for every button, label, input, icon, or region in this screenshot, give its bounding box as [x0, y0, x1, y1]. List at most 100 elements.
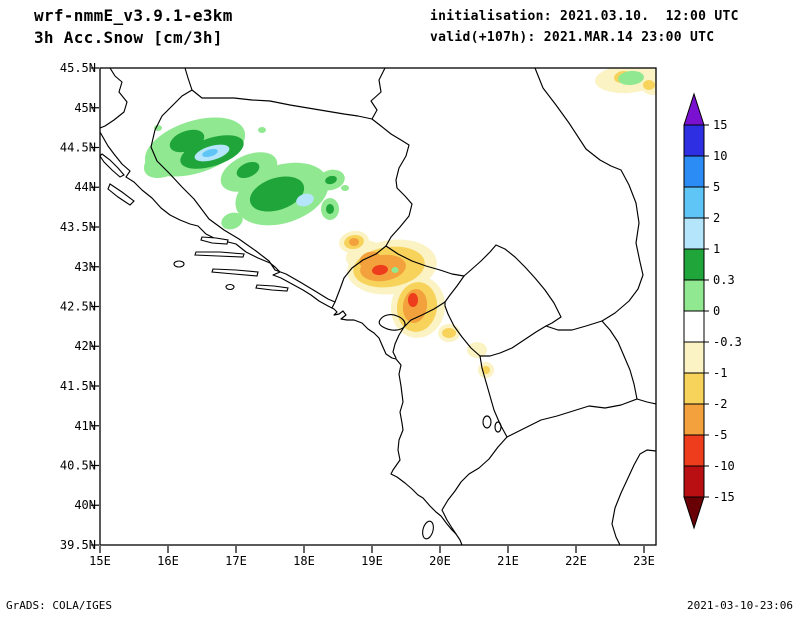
shade-yellow [482, 366, 490, 374]
y-tick-label: 42N [74, 339, 96, 353]
shade-dark-green [236, 161, 260, 179]
y-tick-label: 45.5N [60, 61, 96, 75]
legend-tick-label: -2 [713, 397, 727, 411]
border-macedonia-greece [506, 398, 638, 438]
shade-orange [349, 238, 359, 246]
shade-deep-orange [408, 293, 418, 307]
shade-cream [467, 342, 487, 358]
plot-timestamp: 2021-03-10-23:06 [687, 599, 793, 612]
legend-colorbar [683, 92, 709, 530]
island-corfu [422, 520, 434, 540]
y-tick-label: 41N [74, 419, 96, 433]
legend-swatch [683, 434, 705, 467]
plot-area [100, 68, 656, 545]
border-sava [191, 89, 373, 120]
y-axis-labels: 45.5N 45N 44.5N 44N 43.5N 43N 42.5N 42N … [60, 61, 96, 552]
product-title: 3h Acc.Snow [cm/3h] [34, 28, 223, 47]
shade-dark-green [249, 176, 305, 212]
x-tick-label: 20E [429, 554, 451, 568]
legend-labels: 15 10 5 2 1 0.3 0 -0.3 -1 -2 -5 -10 -15 [713, 118, 742, 504]
legend-swatch [683, 248, 705, 281]
border-macedonia-bulgaria [601, 320, 638, 400]
x-tick-label: 18E [293, 554, 315, 568]
island-outline [211, 268, 259, 277]
island-outline [194, 251, 245, 258]
valid-time-label: valid(+107h): 2021.MAR.14 23:00 UTC [430, 30, 715, 45]
y-tick-label: 44N [74, 180, 96, 194]
legend-tick-label: -1 [713, 366, 727, 380]
shade-light-blue [296, 193, 314, 207]
border-bulgaria-greece [636, 398, 656, 405]
greece-aegean-coast [611, 449, 656, 545]
shade-dark-green [169, 129, 205, 153]
x-tick-label: 23E [633, 554, 655, 568]
model-name: wrf-nmmE_v3.9.1-e3km [34, 6, 233, 25]
snow-shade-positive [143, 70, 644, 273]
border-croatia-serbia-danube [370, 68, 386, 120]
y-tick-label: 43.5N [60, 220, 96, 234]
shade-deep-orange [372, 264, 388, 276]
border-albania-greece [441, 436, 508, 535]
init-time-label: initialisation: 2021.03.10. 12:00 UTC [430, 9, 739, 24]
shade-yellow [643, 80, 655, 90]
x-tick-label: 22E [565, 554, 587, 568]
island-outline [100, 153, 125, 178]
shade-yellow [442, 328, 456, 338]
legend-tick-label: -10 [713, 459, 735, 473]
legend-tick-label: 1 [713, 242, 720, 256]
snow-shade-negative [339, 68, 656, 378]
legend-swatch [683, 465, 705, 498]
island-outline [107, 183, 135, 206]
y-tick-label: 45N [74, 101, 96, 115]
x-tick-label: 19E [361, 554, 383, 568]
island-outline [255, 284, 289, 292]
legend-tick-label: 2 [713, 211, 720, 225]
x-tick-label: 15E [89, 554, 111, 568]
legend-swatch [683, 186, 705, 219]
legend-swatch [683, 124, 705, 157]
legend-tick-label: 0 [713, 304, 720, 318]
border-serbia-romania-bulgaria [534, 68, 644, 322]
island-outline [200, 236, 229, 245]
legend-swatch [683, 341, 705, 374]
y-tick-label: 43N [74, 260, 96, 274]
legend-swatch [683, 279, 705, 312]
island-outline [173, 260, 185, 268]
shade-blue [202, 148, 218, 158]
border-slovenia-croatia [100, 68, 128, 129]
legend-swatch [683, 372, 705, 405]
legend-swatch [683, 403, 705, 436]
border-serbia-macedonia [545, 320, 603, 331]
plot-frame [99, 67, 657, 546]
border-macedonia-albania [479, 355, 508, 438]
island-outline [225, 283, 235, 291]
legend-swatch [683, 155, 705, 188]
border-montenegro-albania [392, 301, 446, 359]
legend-tick-label: 5 [713, 180, 720, 194]
legend-tick-label: 10 [713, 149, 727, 163]
y-tick-label: 41.5N [60, 379, 96, 393]
legend-tick-label: 0.3 [713, 273, 735, 287]
shade-light-green [391, 267, 399, 273]
border-serbia-montenegro [385, 245, 465, 277]
shade-light-green [221, 212, 243, 230]
x-tick-label: 21E [497, 554, 519, 568]
legend-swatch [683, 310, 705, 343]
border-croatia-bosnia-una [150, 68, 336, 309]
shade-orange [359, 251, 381, 269]
x-axis-labels: 15E 16E 17E 18E 19E 20E 21E 22E 23E [89, 554, 655, 568]
shade-light-green [341, 185, 349, 191]
legend-tick-label: -5 [713, 428, 727, 442]
shade-dark-green [326, 204, 334, 214]
shade-light-green [618, 70, 644, 86]
border-kosovo [444, 244, 562, 357]
border-montenegro-kosovo [444, 275, 465, 303]
legend-tick-label: -15 [713, 490, 735, 504]
shade-light-green [258, 127, 266, 133]
legend-tick-label: 15 [713, 118, 727, 132]
x-tick-label: 16E [157, 554, 179, 568]
border-drina-bosnia-serbia [371, 118, 413, 247]
shade-dark-green [325, 175, 337, 185]
axis-ticks [91, 67, 645, 553]
